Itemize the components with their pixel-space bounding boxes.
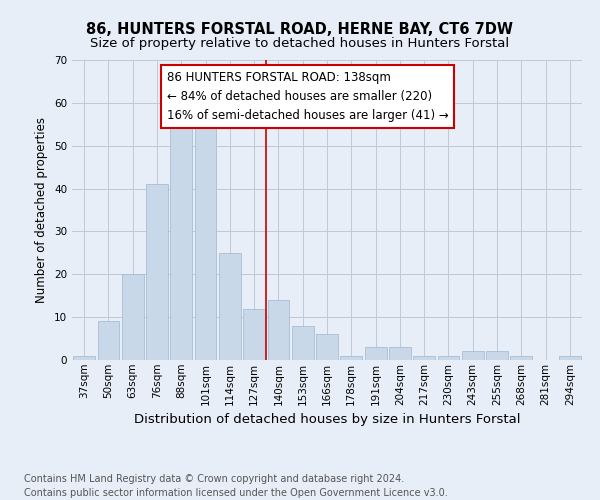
Bar xyxy=(97,322,119,360)
Bar xyxy=(122,274,143,360)
Bar xyxy=(268,300,289,360)
Bar xyxy=(511,356,532,360)
Bar xyxy=(340,356,362,360)
Bar xyxy=(365,347,386,360)
Bar xyxy=(219,253,241,360)
Bar xyxy=(389,347,411,360)
Bar xyxy=(413,356,435,360)
Bar xyxy=(486,352,508,360)
Bar xyxy=(170,124,192,360)
Bar xyxy=(559,356,581,360)
Bar xyxy=(292,326,314,360)
Y-axis label: Number of detached properties: Number of detached properties xyxy=(35,117,49,303)
Bar xyxy=(73,356,95,360)
Text: Contains HM Land Registry data © Crown copyright and database right 2024.
Contai: Contains HM Land Registry data © Crown c… xyxy=(24,474,448,498)
Bar xyxy=(437,356,460,360)
Text: 86 HUNTERS FORSTAL ROAD: 138sqm
← 84% of detached houses are smaller (220)
16% o: 86 HUNTERS FORSTAL ROAD: 138sqm ← 84% of… xyxy=(167,70,448,122)
Bar xyxy=(194,112,217,360)
X-axis label: Distribution of detached houses by size in Hunters Forstal: Distribution of detached houses by size … xyxy=(134,413,520,426)
Text: 86, HUNTERS FORSTAL ROAD, HERNE BAY, CT6 7DW: 86, HUNTERS FORSTAL ROAD, HERNE BAY, CT6… xyxy=(86,22,514,38)
Bar xyxy=(243,308,265,360)
Bar xyxy=(146,184,168,360)
Bar xyxy=(316,334,338,360)
Bar xyxy=(462,352,484,360)
Text: Size of property relative to detached houses in Hunters Forstal: Size of property relative to detached ho… xyxy=(91,38,509,51)
